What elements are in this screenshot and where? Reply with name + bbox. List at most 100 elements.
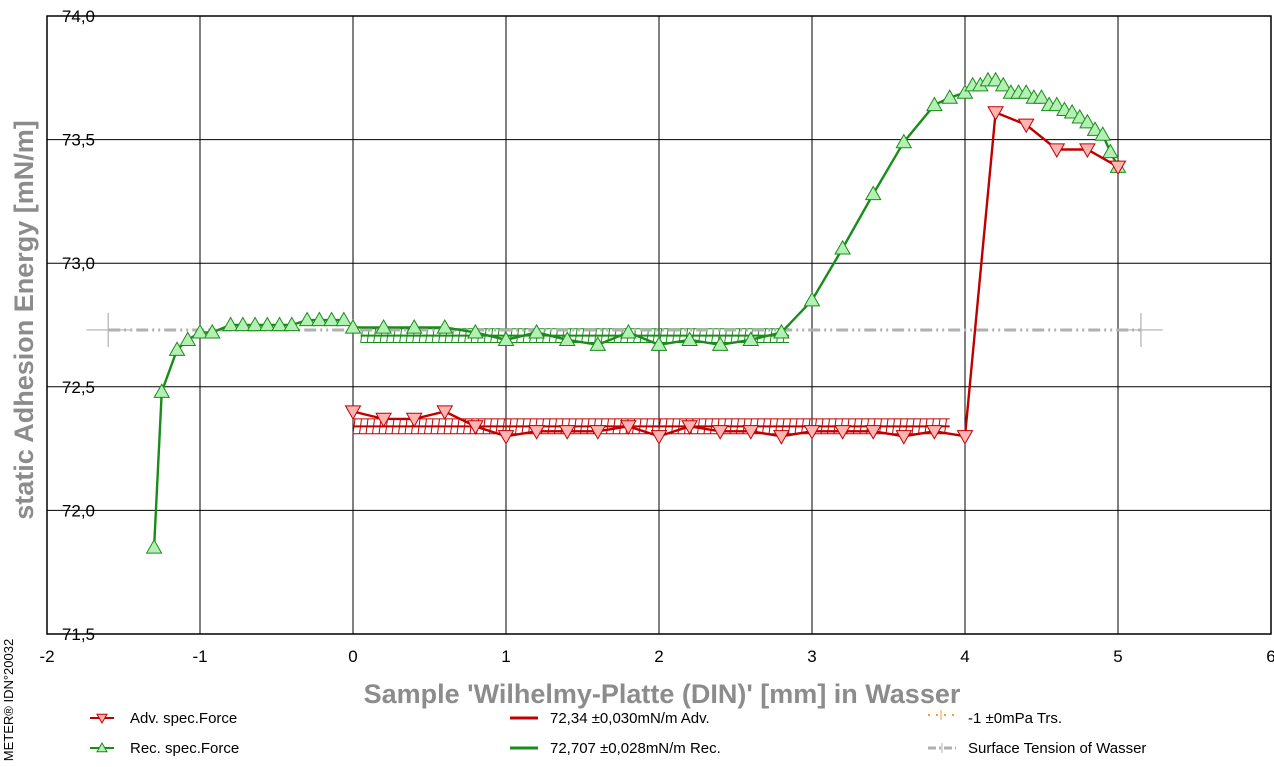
receding-point: [1071, 108, 1089, 124]
legend-item: Adv. spec.Force: [90, 710, 237, 727]
receding-point: [926, 96, 943, 112]
receding-point: [436, 318, 454, 334]
receding-point: [1079, 113, 1096, 129]
x-tick-label: 0: [348, 647, 357, 666]
receding-point: [246, 316, 264, 332]
fit-hatch: [359, 418, 362, 434]
advancing-point: [987, 106, 1004, 121]
advancing-point: [803, 425, 821, 440]
receding-point: [283, 316, 301, 332]
fit-hatch: [581, 328, 585, 343]
fit-hatch: [638, 418, 642, 434]
fit-hatch: [892, 418, 895, 434]
fit-hatch: [924, 418, 928, 434]
receding-point: [1033, 89, 1050, 104]
receding-point: [1094, 126, 1112, 141]
receding-point: [895, 133, 913, 149]
legend-item: Surface Tension of Wasser: [928, 740, 1146, 757]
receding-point: [168, 341, 186, 356]
legend: Adv. spec.Force 72,34 ±0,030mN/m Adv. -1 ±…: [90, 710, 1146, 757]
receding-point: [558, 331, 576, 346]
advancing-point: [711, 425, 729, 440]
fit-hatch: [521, 418, 525, 434]
x-axis-title: Sample 'Wilhelmy-Platte (DIN)' [mm] in W…: [364, 679, 961, 709]
advancing-point: [650, 430, 668, 445]
data-series: [145, 71, 1127, 554]
receding-point: [258, 316, 276, 332]
x-tick-label: 5: [1113, 647, 1122, 666]
y-tick-label: 74,0: [62, 7, 95, 26]
advancing-point: [528, 425, 545, 440]
receding-point: [191, 323, 209, 339]
receding-point: [650, 336, 668, 351]
fit-hatch: [398, 418, 401, 434]
advancing-point: [926, 425, 943, 440]
receding-point: [589, 336, 607, 351]
fit-hatch: [762, 418, 765, 434]
fit-hatch: [385, 418, 388, 434]
receding-point: [467, 323, 484, 339]
fit-hatch: [885, 418, 889, 434]
legend-swatch-marker: [96, 741, 108, 753]
receding-series: [145, 71, 1127, 554]
plot-border: [46, 15, 1272, 635]
advancing-point: [681, 420, 698, 435]
receding-point: [1086, 121, 1104, 136]
fit-hatch: [677, 418, 681, 434]
y-tick-label: 71,5: [62, 625, 95, 644]
fit-hatch: [652, 328, 656, 343]
fit-hatch: [373, 328, 377, 343]
advancing-point: [589, 425, 607, 440]
advancing-point: [773, 430, 790, 445]
receding-point: [941, 89, 959, 104]
receding-line: [152, 79, 1120, 548]
advancing-point: [436, 405, 454, 421]
fit-hatch: [612, 418, 616, 434]
receding-point: [864, 185, 882, 201]
fit-hatch: [710, 418, 713, 434]
receding-point: [405, 318, 423, 334]
advancing-point: [620, 420, 637, 435]
fit-hatch: [399, 328, 403, 343]
x-tick-label: 6: [1266, 647, 1274, 666]
legend-item: Rec. spec.Force: [90, 740, 239, 757]
fit-hatch: [515, 418, 518, 434]
fit-hatch: [424, 418, 427, 434]
advancing-point: [1109, 160, 1127, 176]
receding-point: [145, 538, 163, 554]
fit-hatch: [678, 328, 682, 343]
instrument-label: METER® IDN°20032: [1, 639, 16, 761]
fit-hatch: [437, 418, 440, 434]
y-axis-title: static Adhesion Energy [mN/m]: [9, 120, 39, 520]
fit-bands: [352, 328, 950, 435]
advancing-point: [1079, 143, 1096, 158]
legend-item: 72,707 ±0,028mN/m Rec.: [510, 740, 721, 757]
legend-label: Adv. spec.Force: [130, 710, 237, 727]
fit-hatch: [430, 418, 434, 434]
fit-hatch: [482, 418, 486, 434]
x-tick-label: 4: [960, 647, 969, 666]
fit-hatch: [737, 328, 741, 343]
receding-point: [344, 318, 362, 334]
fit-hatch: [600, 328, 604, 343]
receding-point: [834, 239, 851, 255]
receding-point: [742, 331, 760, 346]
advancing-point: [497, 430, 515, 445]
fit-hatch: [594, 328, 598, 343]
receding-point: [1101, 143, 1119, 159]
fit-hatch: [495, 418, 499, 434]
fit-hatch: [450, 418, 453, 434]
x-tick-label: 1: [501, 647, 510, 666]
advancing-point: [344, 405, 362, 421]
fit-hatch: [417, 418, 421, 434]
fit-hatch: [443, 418, 447, 434]
advancing-point: [956, 430, 974, 445]
fit-hatch: [768, 418, 772, 434]
fit-hatch: [703, 418, 707, 434]
advancing-point: [864, 425, 882, 440]
legend-item: -1 ±0mPa Trs.: [928, 710, 1062, 727]
legend-label: 72,34 ±0,030mN/m Adv.: [550, 710, 710, 727]
advancing-point: [467, 420, 484, 435]
advancing-point: [1048, 143, 1066, 158]
